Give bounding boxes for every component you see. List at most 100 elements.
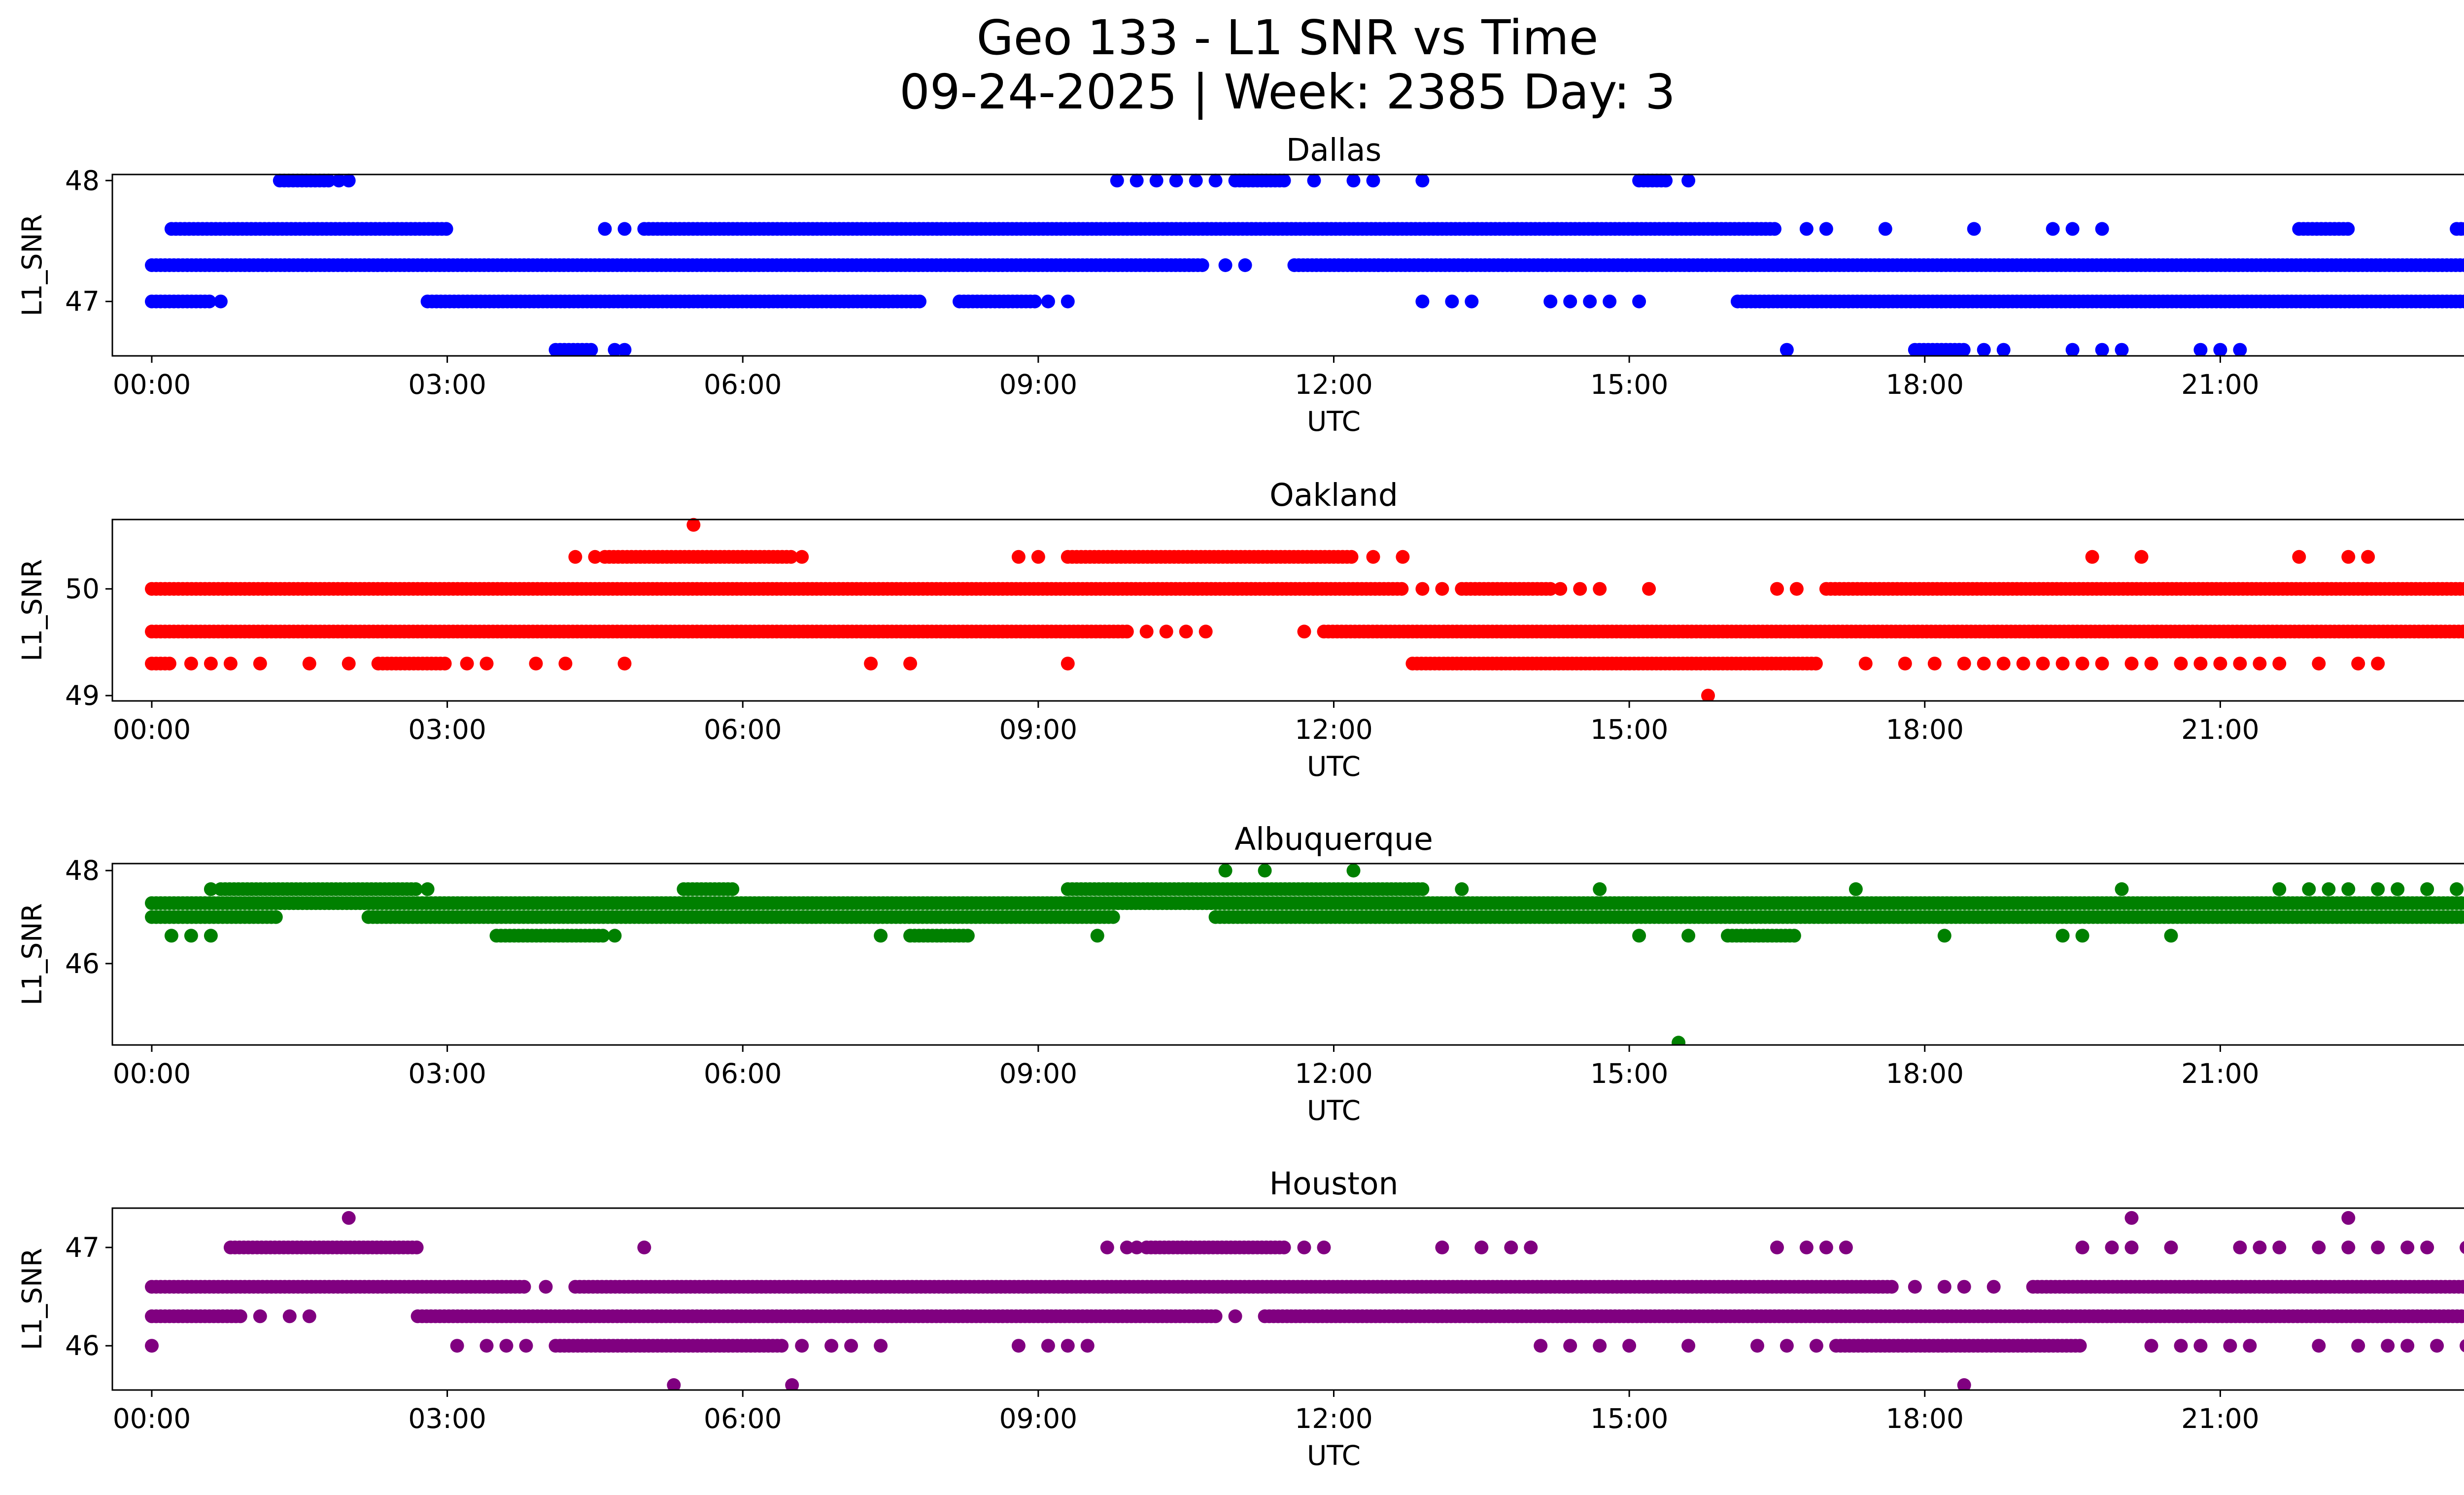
data-point — [213, 294, 228, 309]
data-point — [1435, 582, 1449, 596]
data-point — [2046, 222, 2060, 236]
y-tick-label: 49 — [65, 680, 100, 711]
data-point — [1346, 864, 1361, 878]
data-point — [1415, 294, 1430, 309]
data-point — [1061, 657, 1075, 671]
data-point — [1208, 174, 1223, 188]
data-point — [608, 343, 622, 356]
x-tick-label: 06:00 — [704, 1058, 782, 1089]
data-point — [1504, 1240, 1518, 1254]
data-point — [1967, 222, 1981, 236]
data-point — [2213, 657, 2227, 671]
data-point — [1307, 174, 1321, 188]
data-point — [2302, 882, 2316, 896]
subplot-title: Dallas — [1286, 132, 1382, 168]
data-point — [2213, 343, 2227, 356]
x-tick-label: 15:00 — [1590, 1058, 1669, 1089]
data-point — [410, 1240, 424, 1254]
data-point — [1603, 294, 1617, 309]
data-point — [1027, 294, 1042, 309]
data-point — [1819, 222, 1833, 236]
data-point — [204, 882, 218, 896]
data-point — [1218, 258, 1232, 272]
data-point — [302, 1309, 316, 1323]
data-point — [1455, 882, 1469, 896]
data-point — [596, 929, 610, 943]
data-point — [960, 929, 975, 943]
data-point — [2341, 222, 2355, 236]
data-point — [332, 174, 346, 188]
data-point — [1011, 550, 1026, 564]
data-point — [1110, 174, 1124, 188]
data-point — [233, 1309, 247, 1323]
data-point — [2016, 657, 2030, 671]
data-point — [1344, 550, 1359, 564]
data-point — [1445, 294, 1459, 309]
x-tick-label: 06:00 — [704, 714, 782, 745]
data-point — [2233, 1240, 2247, 1254]
data-point — [2462, 296, 2464, 307]
data-point — [1819, 1240, 1833, 1254]
data-point — [864, 657, 878, 671]
data-point — [2450, 882, 2464, 896]
data-point — [637, 1240, 651, 1254]
data-point — [1996, 343, 2011, 356]
x-tick-label: 00:00 — [113, 714, 191, 745]
data-point — [2253, 657, 2267, 671]
data-point — [342, 174, 356, 188]
data-point — [2124, 657, 2139, 671]
data-point — [2458, 582, 2464, 596]
data-point — [2459, 222, 2464, 236]
data-point — [1543, 294, 1558, 309]
data-point — [164, 929, 178, 943]
data-point — [1465, 294, 1479, 309]
data-point — [1061, 294, 1075, 309]
data-point — [439, 222, 453, 236]
data-point — [1474, 1240, 1489, 1254]
data-point — [1927, 657, 1942, 671]
data-point — [2134, 550, 2149, 564]
data-point — [1957, 657, 1971, 671]
data-point — [2036, 657, 2050, 671]
data-point — [2105, 1240, 2119, 1254]
data-point — [1277, 174, 1291, 188]
data-point — [1346, 174, 1361, 188]
data-point — [2055, 929, 2070, 943]
data-point — [1415, 174, 1430, 188]
data-point — [1573, 582, 1587, 596]
data-point — [1770, 1240, 1784, 1254]
data-point — [913, 294, 926, 309]
data-point — [617, 222, 632, 236]
data-point — [2420, 882, 2434, 896]
data-point — [2233, 343, 2247, 356]
data-point — [1396, 550, 1410, 564]
data-point — [795, 550, 809, 564]
data-point — [1041, 294, 1055, 309]
data-points — [145, 1211, 2464, 1390]
data-point — [1977, 343, 1991, 356]
data-point — [1956, 343, 1971, 356]
data-point — [184, 929, 198, 943]
data-point — [1198, 625, 1213, 639]
data-point — [1878, 222, 1892, 236]
data-point — [2164, 929, 2178, 943]
data-point — [1120, 1240, 1134, 1254]
x-tick-label: 03:00 — [408, 1058, 486, 1089]
data-point — [1701, 689, 1715, 701]
data-point — [253, 657, 267, 671]
data-point — [1996, 657, 2011, 671]
data-point — [903, 657, 917, 671]
data-point — [2095, 343, 2109, 356]
data-point — [420, 882, 435, 896]
data-point — [1139, 625, 1154, 639]
data-point — [1317, 1240, 1331, 1254]
data-point — [1238, 258, 1252, 272]
data-point — [1780, 343, 1794, 356]
data-point — [2371, 882, 2385, 896]
data-point — [584, 343, 598, 356]
data-points — [145, 864, 2464, 1045]
